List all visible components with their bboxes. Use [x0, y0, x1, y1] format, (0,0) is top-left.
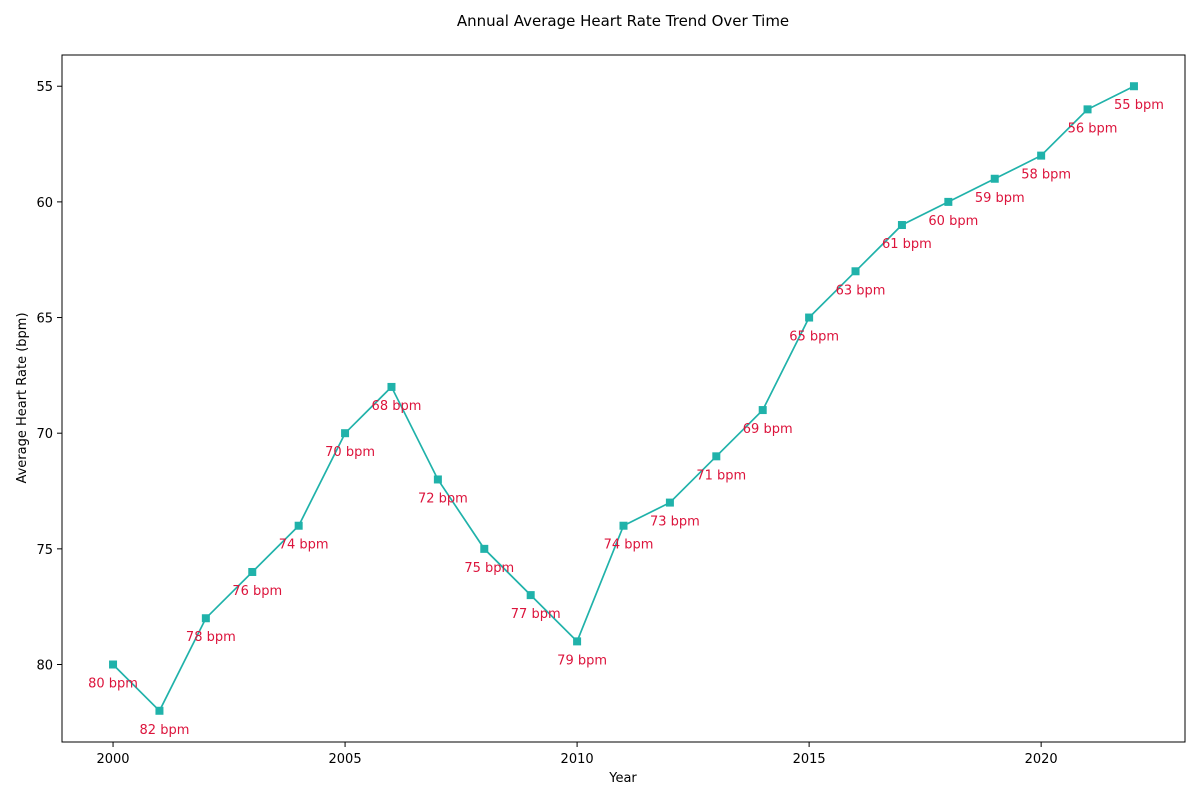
data-label: 58 bpm	[1021, 168, 1071, 183]
plot-area	[61, 54, 1186, 743]
data-point	[758, 406, 767, 415]
data-point	[109, 660, 118, 669]
data-label: 76 bpm	[232, 584, 282, 599]
data-point	[990, 174, 999, 183]
data-label: 82 bpm	[140, 723, 190, 738]
data-label: 74 bpm	[279, 538, 329, 553]
y-tick-label: 65	[36, 312, 53, 327]
data-point	[201, 614, 210, 623]
data-label: 55 bpm	[1114, 98, 1164, 113]
data-labels: 80 bpm 82 bpm 78 bpm 76 bpm 74 bpm 70 bpm 68 b…	[88, 98, 1164, 738]
series-line	[112, 85, 1135, 713]
data-point	[341, 429, 350, 438]
data-label: 80 bpm	[88, 677, 138, 692]
data-point	[1083, 105, 1092, 114]
x-tick-label: 2010	[561, 752, 594, 767]
data-label: 75 bpm	[464, 561, 514, 576]
data-label: 59 bpm	[975, 191, 1025, 206]
y-tick-label: 75	[36, 543, 53, 558]
series-heart-rate	[109, 82, 1138, 715]
data-point	[1129, 82, 1138, 91]
y-axis: 55 60 65 70 75 80	[36, 80, 62, 674]
y-tick-label: 60	[36, 196, 53, 211]
data-point	[387, 382, 396, 391]
data-label: 61 bpm	[882, 237, 932, 252]
data-label: 68 bpm	[372, 399, 422, 414]
y-axis-title: Average Heart Rate (bpm)	[15, 312, 30, 483]
data-label: 63 bpm	[836, 283, 886, 298]
data-label: 77 bpm	[511, 607, 561, 622]
data-label: 78 bpm	[186, 630, 236, 645]
data-label: 72 bpm	[418, 491, 468, 506]
x-axis: 2000 2005 2010 2015 2020	[96, 742, 1058, 767]
x-tick-label: 2000	[96, 752, 129, 767]
y-tick-label: 70	[36, 427, 53, 442]
data-label: 65 bpm	[789, 330, 839, 345]
data-point	[1037, 151, 1046, 160]
data-point	[944, 197, 953, 206]
data-point	[294, 521, 303, 530]
data-point	[155, 706, 164, 715]
data-point	[897, 221, 906, 230]
data-label: 74 bpm	[604, 538, 654, 553]
chart-title: Annual Average Heart Rate Trend Over Tim…	[457, 12, 789, 30]
data-label: 73 bpm	[650, 515, 700, 530]
y-tick-label: 55	[36, 80, 53, 95]
data-label: 71 bpm	[696, 468, 746, 483]
data-label: 70 bpm	[325, 445, 375, 460]
data-label: 56 bpm	[1068, 121, 1118, 136]
data-point	[712, 452, 721, 461]
data-point	[526, 591, 535, 600]
data-point	[248, 567, 257, 576]
data-point	[433, 475, 442, 484]
data-point	[573, 637, 582, 646]
x-tick-label: 2020	[1025, 752, 1058, 767]
y-tick-label: 80	[36, 659, 53, 674]
data-point	[619, 521, 628, 530]
data-point	[851, 267, 860, 276]
data-label: 60 bpm	[928, 214, 978, 229]
data-point	[805, 313, 814, 322]
data-point	[480, 544, 489, 553]
x-tick-label: 2005	[329, 752, 362, 767]
x-axis-title: Year	[608, 771, 637, 786]
x-tick-label: 2015	[793, 752, 826, 767]
data-label: 79 bpm	[557, 653, 607, 668]
data-point	[665, 498, 674, 507]
data-label: 69 bpm	[743, 422, 793, 437]
